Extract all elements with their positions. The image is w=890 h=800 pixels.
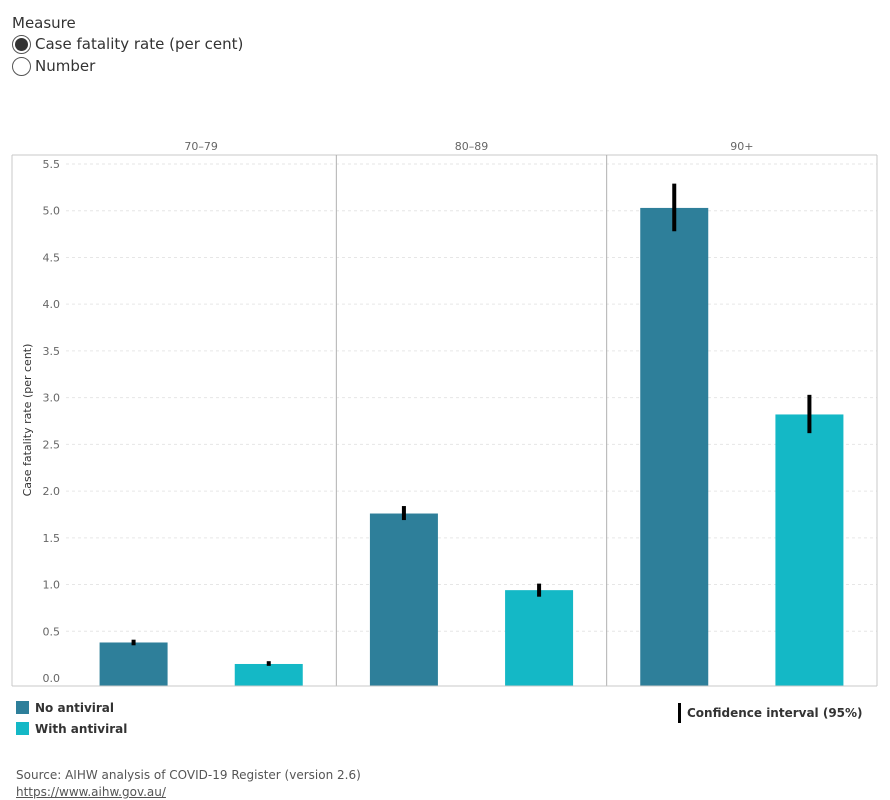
- confidence-interval-icon: [678, 703, 681, 723]
- legend-swatch-no-antiviral: [16, 701, 29, 714]
- y-tick-label: 5.5: [43, 158, 61, 171]
- radio-label-case-fatality-rate: Case fatality rate (per cent): [35, 35, 244, 53]
- confidence-interval-legend: Confidence interval (95%): [678, 703, 863, 723]
- legend-item-with-antiviral[interactable]: With antiviral: [16, 718, 127, 739]
- panel-header-label: 90+: [730, 140, 753, 153]
- y-tick-label: 5.0: [43, 205, 61, 218]
- source-link[interactable]: https://www.aihw.gov.au/: [16, 785, 166, 799]
- legend-swatch-with-antiviral: [16, 722, 29, 735]
- radio-case-fatality-rate[interactable]: Case fatality rate (per cent): [12, 33, 243, 55]
- confidence-interval-label: Confidence interval (95%): [687, 706, 863, 720]
- measure-title: Measure: [12, 14, 76, 32]
- source-note: Source: AIHW analysis of COVID-19 Regist…: [16, 768, 361, 799]
- y-tick-label: 0.0: [43, 672, 61, 685]
- radio-label-number: Number: [35, 57, 96, 75]
- radio-selected-icon[interactable]: [12, 34, 31, 54]
- y-tick-label: 1.5: [43, 532, 61, 545]
- radio-unselected-icon[interactable]: [12, 56, 31, 76]
- y-tick-label: 3.5: [43, 345, 61, 358]
- y-tick-label: 2.5: [43, 438, 61, 451]
- y-tick-label: 2.0: [43, 485, 61, 498]
- bar-no-antiviral: [99, 642, 168, 686]
- y-tick-label: 0.5: [43, 625, 61, 638]
- y-tick-label: 3.0: [43, 392, 61, 405]
- measure-control: Measure Case fatality rate (per cent) Nu…: [12, 14, 243, 77]
- panel-header-label: 80–89: [455, 140, 489, 153]
- y-tick-label: 1.0: [43, 579, 61, 592]
- bar-chart: 0.0 0.5 1.0 1.5 2.0 2.5 3.0 3.5 4.0 4.5 5.0 5.5 Case…: [11, 140, 878, 687]
- y-tick-label: 4.0: [43, 298, 61, 311]
- bar-with-antiviral: [234, 663, 303, 686]
- y-axis-label: Case fatality rate (per cent): [21, 344, 34, 497]
- y-tick-label: 4.5: [43, 251, 61, 264]
- bar-with-antiviral: [505, 590, 574, 686]
- legend-label-with-antiviral: With antiviral: [35, 721, 128, 736]
- legend: No antiviral With antiviral: [16, 697, 127, 739]
- radio-number[interactable]: Number: [12, 55, 243, 77]
- bar-no-antiviral: [369, 513, 438, 686]
- panel-header-label: 70–79: [184, 140, 218, 153]
- legend-item-no-antiviral[interactable]: No antiviral: [16, 697, 127, 718]
- bar-no-antiviral: [640, 207, 709, 686]
- bar-with-antiviral: [775, 414, 844, 686]
- source-text: Source: AIHW analysis of COVID-19 Regist…: [16, 768, 361, 782]
- legend-label-no-antiviral: No antiviral: [35, 700, 115, 715]
